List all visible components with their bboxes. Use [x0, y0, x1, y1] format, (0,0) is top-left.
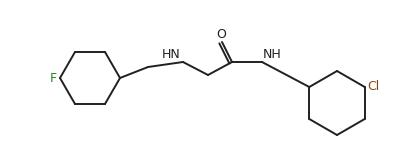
Text: NH: NH [263, 48, 282, 61]
Text: HN: HN [162, 48, 181, 61]
Text: F: F [50, 72, 57, 84]
Text: O: O [216, 28, 226, 41]
Text: Cl: Cl [368, 81, 380, 93]
